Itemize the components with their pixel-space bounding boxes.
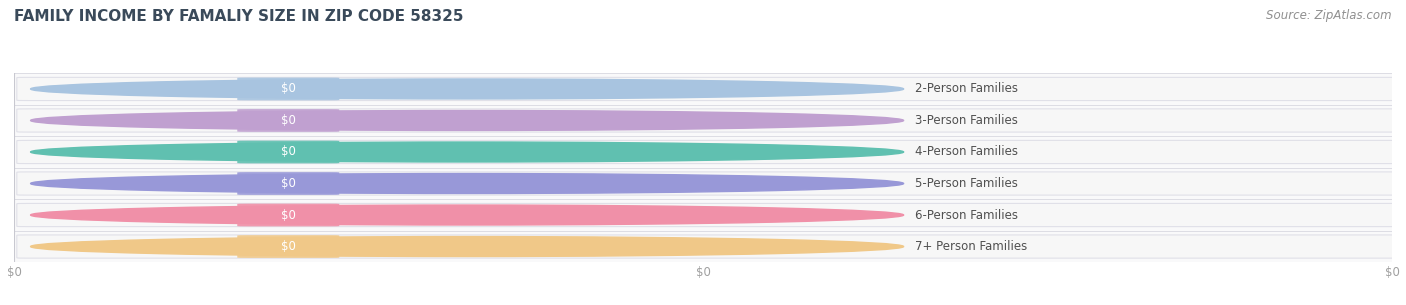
FancyBboxPatch shape <box>238 77 339 100</box>
Text: $0: $0 <box>281 145 295 159</box>
Text: 3-Person Families: 3-Person Families <box>915 114 1018 127</box>
Text: $0: $0 <box>281 114 295 127</box>
FancyBboxPatch shape <box>238 172 339 195</box>
FancyBboxPatch shape <box>238 141 339 163</box>
Bar <box>14 105 1392 136</box>
FancyBboxPatch shape <box>238 235 339 258</box>
Bar <box>14 136 1392 168</box>
Text: $0: $0 <box>281 177 295 190</box>
Text: $0: $0 <box>281 82 295 95</box>
Circle shape <box>31 237 904 257</box>
Text: FAMILY INCOME BY FAMALIY SIZE IN ZIP CODE 58325: FAMILY INCOME BY FAMALIY SIZE IN ZIP COD… <box>14 9 464 24</box>
Bar <box>14 73 1392 105</box>
Text: 5-Person Families: 5-Person Families <box>915 177 1018 190</box>
Text: $0: $0 <box>281 240 295 253</box>
FancyBboxPatch shape <box>238 204 339 226</box>
Text: $0: $0 <box>281 209 295 221</box>
Text: 2-Person Families: 2-Person Families <box>915 82 1018 95</box>
FancyBboxPatch shape <box>17 235 1402 258</box>
FancyBboxPatch shape <box>17 140 1402 163</box>
Bar <box>14 168 1392 199</box>
FancyBboxPatch shape <box>17 77 1402 101</box>
FancyBboxPatch shape <box>17 172 1402 195</box>
FancyBboxPatch shape <box>17 203 1402 227</box>
Text: 4-Person Families: 4-Person Families <box>915 145 1018 159</box>
Circle shape <box>31 205 904 225</box>
Text: 6-Person Families: 6-Person Families <box>915 209 1018 221</box>
Text: Source: ZipAtlas.com: Source: ZipAtlas.com <box>1267 9 1392 22</box>
Circle shape <box>31 142 904 162</box>
FancyBboxPatch shape <box>17 109 1402 132</box>
FancyBboxPatch shape <box>238 109 339 132</box>
Circle shape <box>31 79 904 99</box>
Bar <box>14 199 1392 231</box>
Circle shape <box>31 110 904 131</box>
Text: 7+ Person Families: 7+ Person Families <box>915 240 1026 253</box>
Bar <box>14 231 1392 262</box>
Circle shape <box>31 174 904 193</box>
